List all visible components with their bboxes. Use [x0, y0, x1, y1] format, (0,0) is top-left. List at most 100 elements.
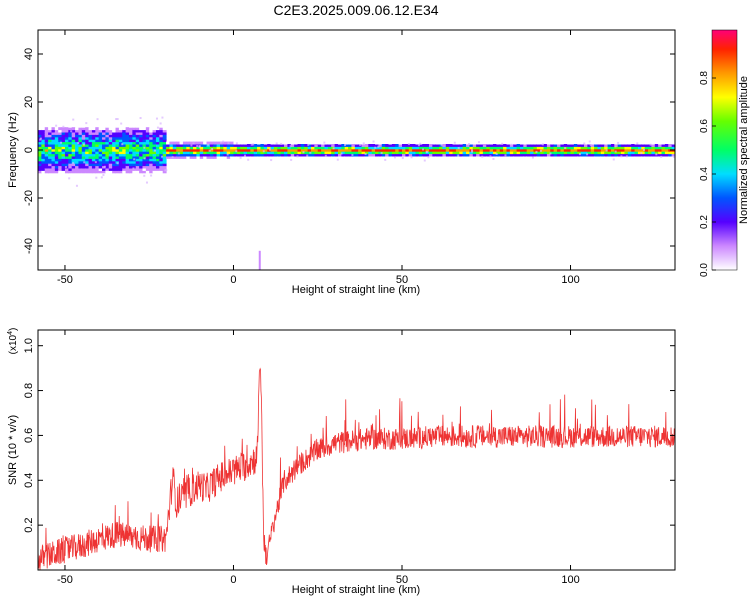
heatmap-cell	[311, 148, 315, 152]
heatmap-cell	[155, 148, 160, 152]
heatmap-cell	[364, 151, 369, 155]
heatmap-cell	[489, 151, 494, 155]
heatmap-cell	[284, 151, 288, 155]
heatmap-cell	[208, 149, 211, 152]
heatmap-cell	[145, 165, 150, 169]
heatmap-cell	[71, 132, 76, 135]
heatmap-cell	[81, 132, 86, 135]
heatmap-cell	[132, 132, 137, 135]
heatmap-cell	[125, 170, 130, 174]
heatmap-cell	[453, 141, 456, 144]
heatmap-cell	[607, 141, 612, 145]
heatmap-cell	[51, 165, 56, 169]
heatmap-cell	[152, 141, 157, 145]
heatmap-cell	[513, 141, 518, 145]
heatmap-cell	[44, 136, 49, 140]
heatmap-cell	[112, 132, 117, 135]
heatmap-cell	[102, 153, 106, 157]
heatmap-cell	[135, 156, 140, 159]
heatmap-cell	[112, 141, 117, 145]
heatmap-cell	[546, 153, 551, 157]
heatmap-cell	[661, 153, 666, 157]
heatmap-cell	[230, 146, 234, 150]
heatmap-cell	[668, 151, 673, 155]
heatmap-cell	[550, 148, 555, 152]
heatmap-cell	[155, 127, 160, 131]
heatmap-cell	[54, 129, 59, 133]
heatmap-cell	[206, 146, 211, 150]
heatmap-cell	[169, 151, 174, 155]
heatmap-cell	[466, 148, 470, 152]
heatmap-cell	[95, 146, 100, 150]
heatmap-cell	[422, 144, 427, 147]
heatmap-cell	[661, 144, 666, 147]
heatmap-cell	[116, 162, 119, 165]
heatmap-cell	[435, 146, 440, 150]
heatmap-cell	[445, 148, 450, 152]
heatmap-cell	[95, 151, 100, 155]
heatmap-cell	[108, 129, 113, 133]
heatmap-cell	[206, 153, 211, 157]
heatmap-cell	[594, 148, 598, 152]
heatmap-cell	[152, 139, 157, 143]
heatmap-cell	[179, 144, 184, 147]
heatmap-cell	[199, 151, 204, 155]
heatmap-cell	[75, 170, 79, 174]
heatmap-cell	[412, 156, 416, 159]
colorbar-bar	[711, 29, 738, 271]
heatmap-cell	[648, 141, 652, 145]
heatmap-cell	[334, 146, 339, 150]
heatmap-cell	[102, 146, 106, 150]
heatmap-cell	[95, 170, 100, 174]
heatmap-cell	[115, 144, 120, 147]
heatmap-cell	[48, 136, 52, 140]
heatmap-cell	[78, 141, 83, 145]
heatmap-cell	[88, 144, 93, 147]
heatmap-cell	[509, 141, 514, 145]
heatmap-cell	[408, 153, 413, 157]
heatmap-cell	[41, 132, 46, 135]
heatmap-cell	[526, 146, 531, 150]
heatmap-cell	[486, 153, 491, 157]
heatmap-cell	[58, 163, 63, 167]
heatmap-cell	[91, 168, 96, 171]
heatmap-cell	[162, 132, 167, 135]
heatmap-cell	[284, 146, 288, 150]
snr-x-label: Height of straight line (km)	[292, 584, 420, 596]
heatmap-cell	[98, 127, 103, 131]
heatmap-cell	[493, 146, 497, 150]
heatmap-cell	[321, 141, 325, 145]
heatmap-cell	[381, 144, 386, 147]
heatmap-cell	[38, 129, 42, 133]
heatmap-cell	[149, 168, 154, 171]
heatmap-cell	[314, 146, 319, 150]
heatmap-cell	[88, 129, 93, 133]
heatmap-cell	[216, 146, 221, 150]
heatmap-cell	[476, 151, 481, 155]
heatmap-cell	[263, 146, 268, 150]
heatmap-cell	[584, 144, 588, 147]
heatmap-cell	[449, 146, 454, 150]
heatmap-cell	[98, 148, 103, 152]
heatmap-cell	[98, 156, 103, 159]
heatmap-cell	[536, 153, 541, 157]
heatmap-cell	[176, 144, 181, 147]
heatmap-cell	[263, 141, 268, 145]
heatmap-cell	[381, 151, 386, 155]
heatmap-cell	[486, 148, 491, 152]
heatmap-cell	[186, 151, 191, 155]
heatmap-cell	[385, 144, 390, 147]
heatmap-cell	[455, 144, 460, 147]
heatmap-cell	[321, 153, 325, 157]
heatmap-cell	[432, 144, 437, 147]
heatmap-cell	[243, 146, 248, 150]
heatmap-cell	[64, 156, 69, 159]
heatmap-cell	[132, 148, 137, 152]
heatmap-cell	[435, 141, 440, 145]
heatmap-cell	[600, 146, 605, 150]
heatmap-cell	[75, 156, 79, 159]
heatmap-cell	[95, 132, 100, 135]
heatmap-cell	[142, 163, 147, 167]
heatmap-cell	[641, 156, 646, 159]
